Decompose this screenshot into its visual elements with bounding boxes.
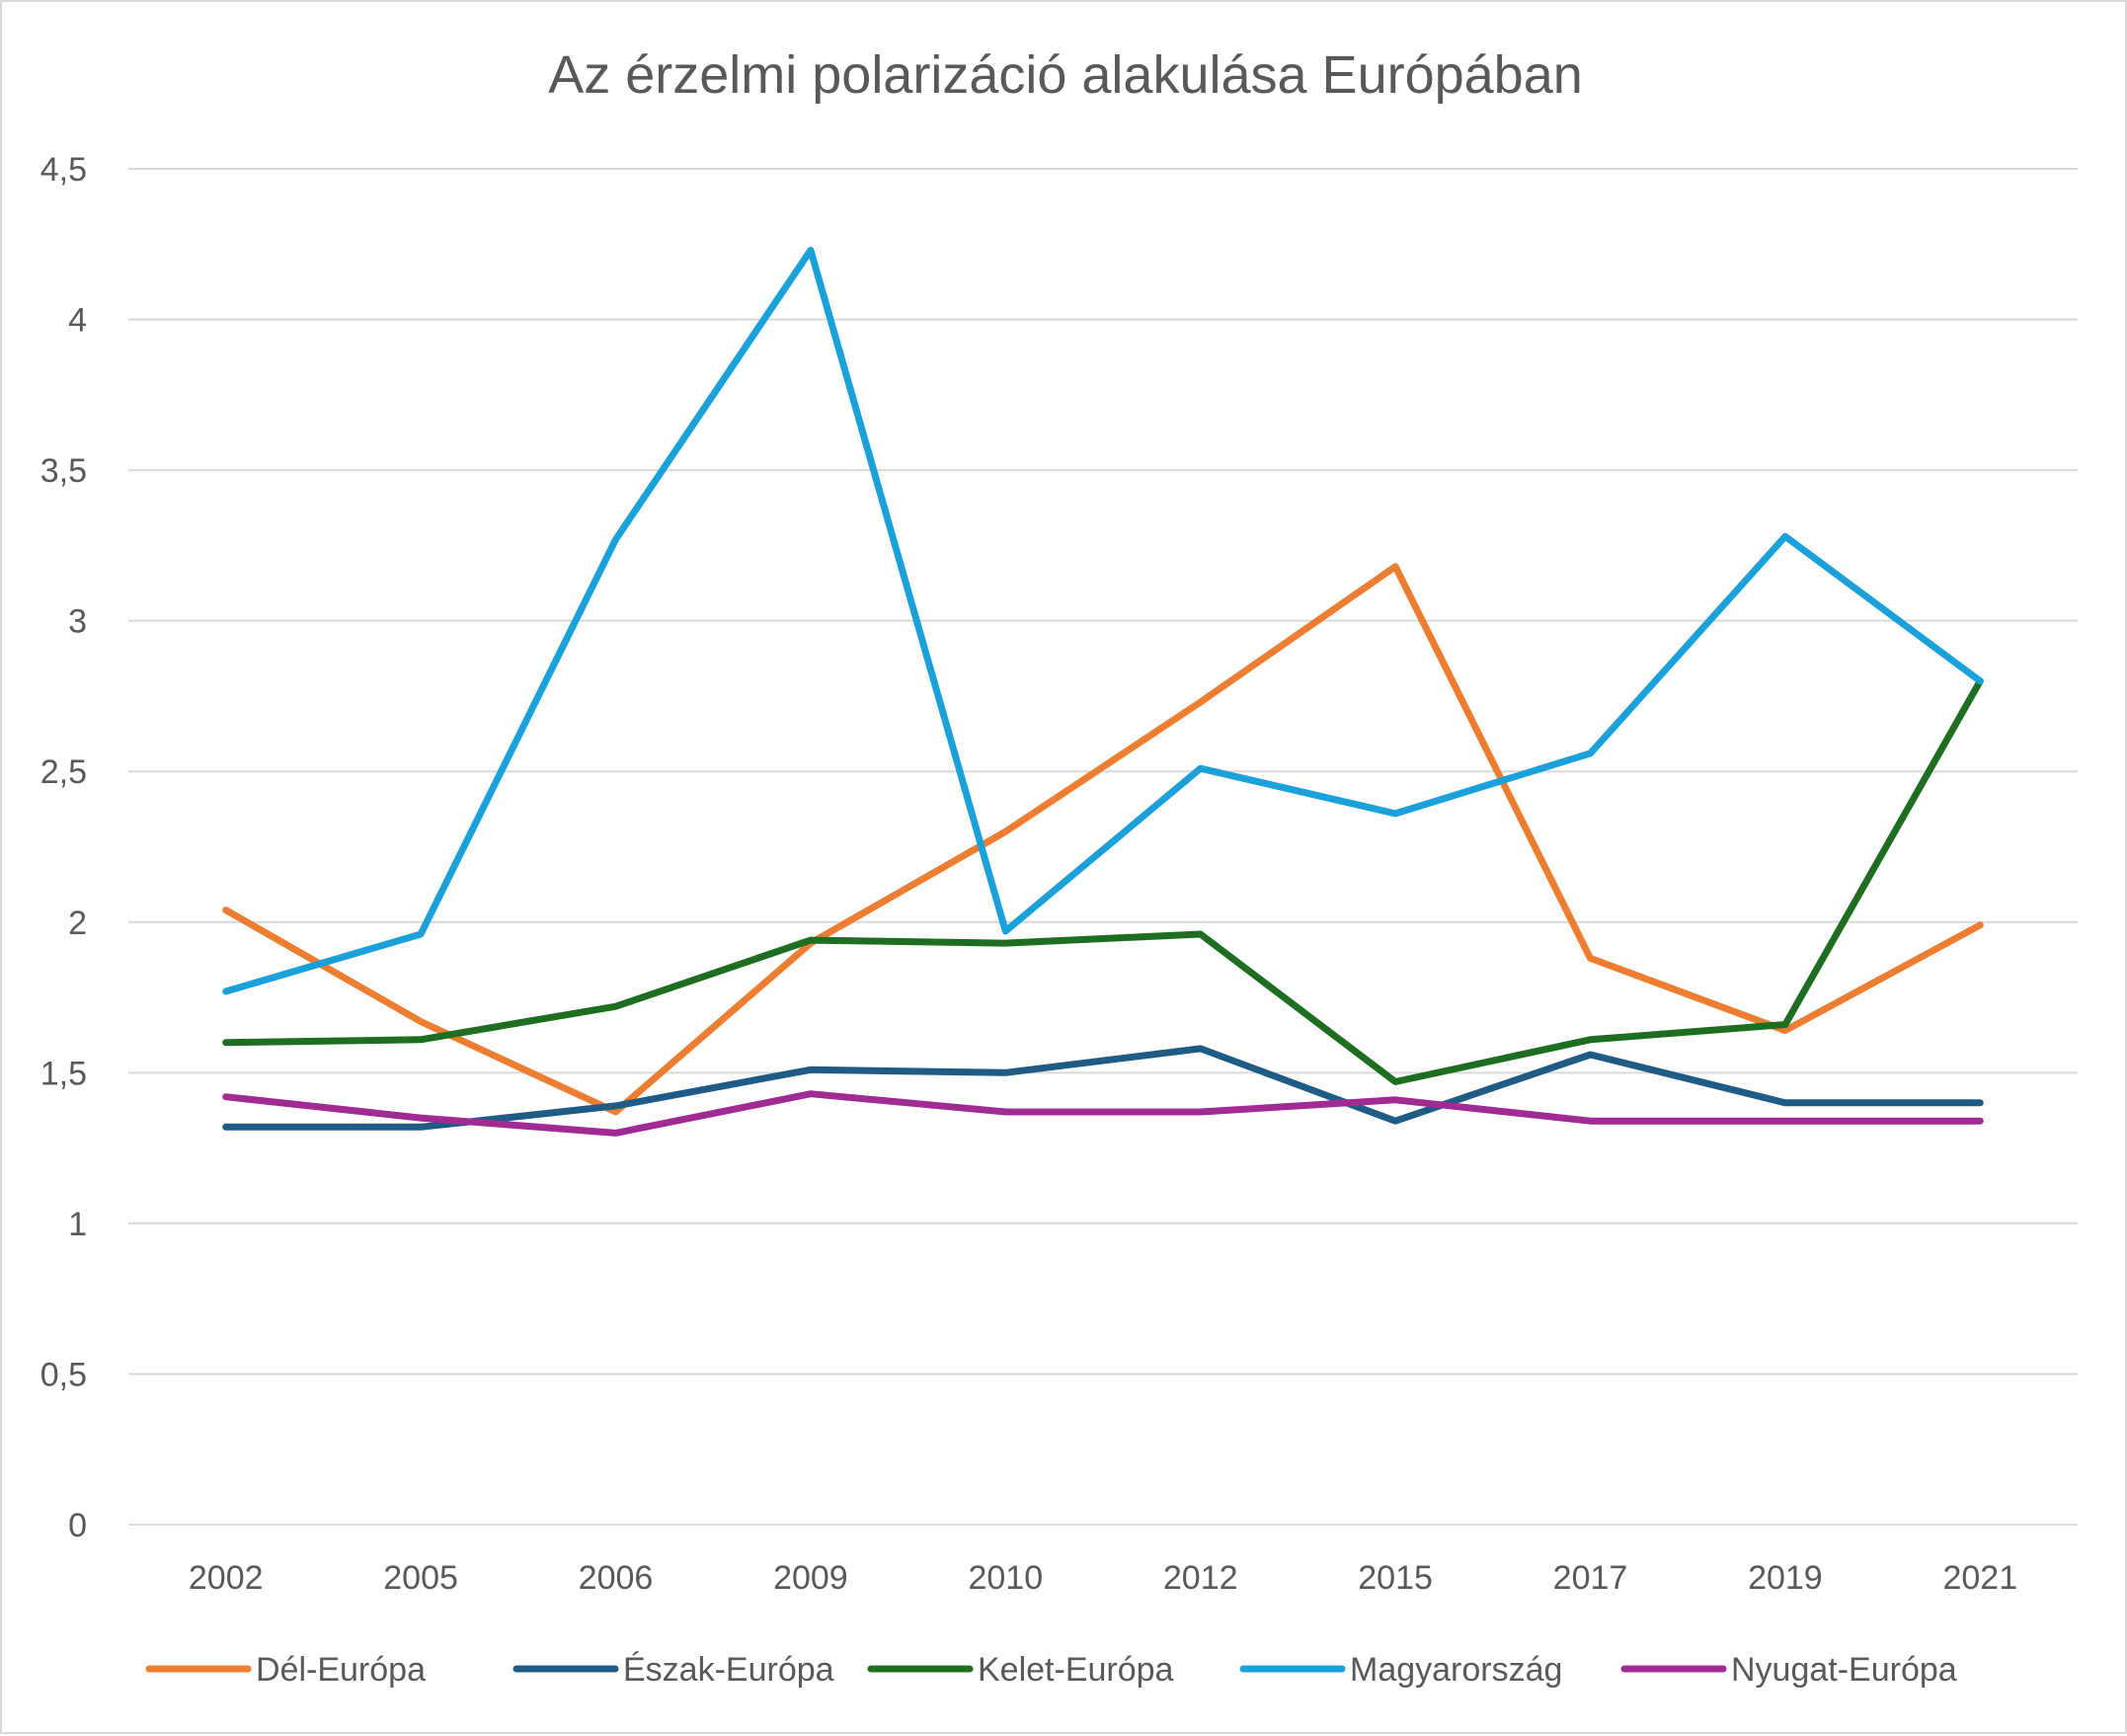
legend-label: Dél-Európa (256, 1651, 426, 1689)
x-tick-label: 2019 (1748, 1559, 1823, 1597)
series-lines (222, 246, 1984, 1137)
y-tick-label: 2 (68, 905, 87, 942)
legend-label: Nyugat-Európa (1731, 1651, 1957, 1689)
y-tick-label: 3 (68, 603, 87, 641)
y-tick-label: 0 (68, 1507, 87, 1544)
y-tick-label: 3,5 (40, 452, 87, 490)
x-tick-label: 2017 (1553, 1559, 1628, 1597)
x-tick-label: 2012 (1163, 1559, 1238, 1597)
series-line-2 (222, 1045, 1984, 1131)
legend-label: Kelet-Európa (978, 1651, 1174, 1689)
x-tick-label: 2021 (1942, 1559, 2017, 1597)
y-tick-label: 2,5 (40, 753, 87, 791)
y-tick-label: 4,5 (40, 151, 87, 189)
x-tick-label: 2015 (1358, 1559, 1433, 1597)
x-tick-label: 2002 (189, 1559, 264, 1597)
chart-title: Az érzelmi polarizáció alakulása Európáb… (548, 45, 1583, 105)
x-tick-label: 2009 (773, 1559, 848, 1597)
series-line-3 (222, 677, 1984, 1085)
legend-label: Észak-Európa (623, 1651, 834, 1689)
x-tick-label: 2006 (579, 1559, 654, 1597)
series-line-5 (222, 1090, 1984, 1137)
x-tick-label: 2010 (968, 1559, 1043, 1597)
y-tick-label: 1,5 (40, 1055, 87, 1092)
y-tick-label: 1 (68, 1206, 87, 1243)
series-line-1 (222, 563, 1984, 1116)
y-tick-label: 4 (68, 302, 87, 340)
y-axis: 0 0,5 1 1,5 2 2,5 3 3,5 4 4,5 (40, 151, 87, 1544)
x-tick-label: 2005 (383, 1559, 458, 1597)
legend-label: Magyarország (1350, 1651, 1562, 1689)
series-line-4 (222, 246, 1984, 995)
gridlines (128, 168, 2078, 1526)
y-tick-label: 0,5 (40, 1356, 87, 1393)
legend: Dél-Európa Észak-Európa Kelet-Európa Magyar… (145, 1651, 1957, 1689)
x-axis: 2002 2005 2006 2009 2010 2012 2015 2017 2019 2021 (189, 1559, 2017, 1597)
